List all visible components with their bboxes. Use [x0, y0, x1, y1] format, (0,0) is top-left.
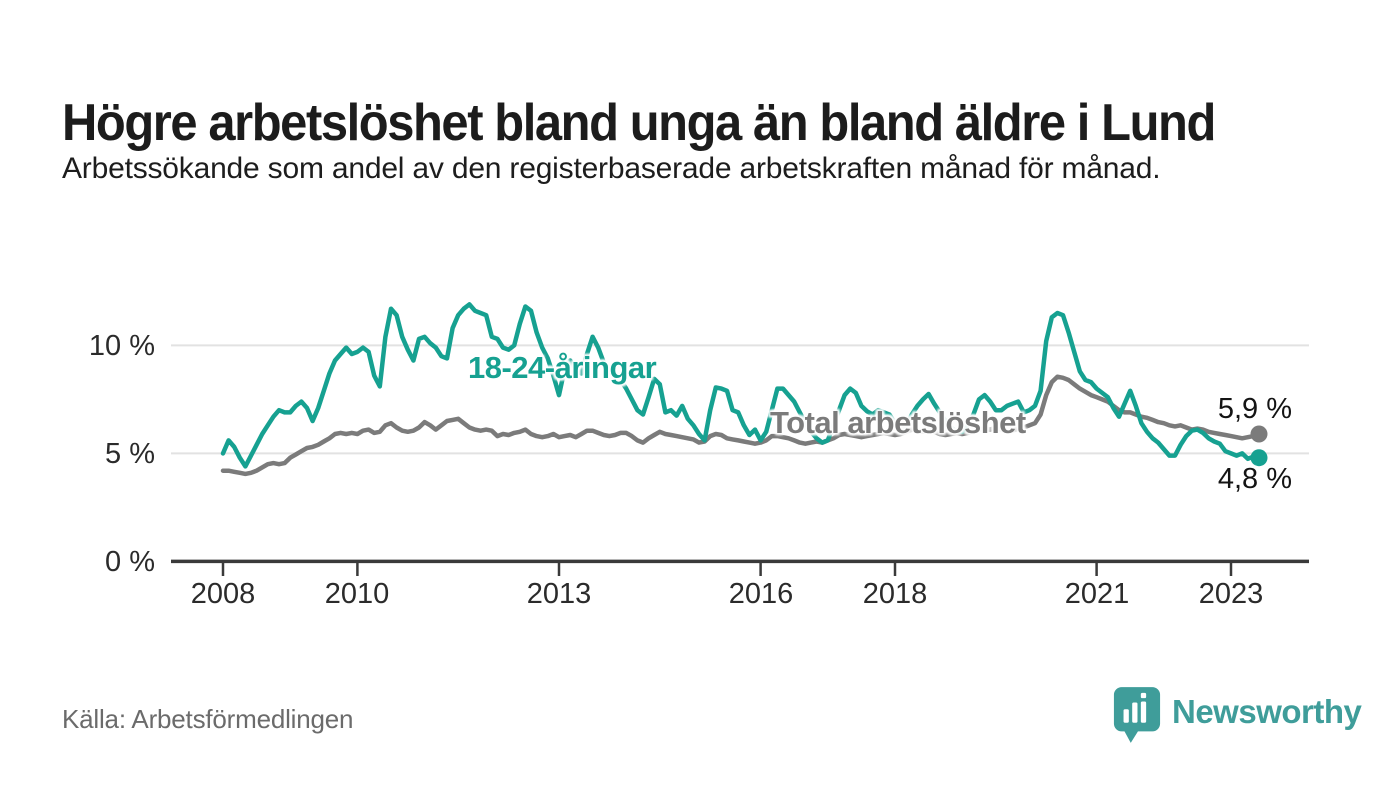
- x-tick-label-2008: 2008: [190, 578, 256, 610]
- total-unemployment-line: [220, 374, 1262, 477]
- y-tick-label-10: 10 %: [88, 330, 155, 362]
- youth-series-label: 18-24-åringar: [468, 350, 657, 385]
- total-series-label: Total arbetslöshet: [770, 405, 1026, 440]
- total-end-dot: [1250, 425, 1268, 443]
- x-tick-label-2023: 2023: [1198, 578, 1264, 610]
- y-tick-label-5: 5 %: [105, 438, 155, 470]
- x-tick-label-2013: 2013: [526, 578, 592, 610]
- youth-end-dot: [1250, 449, 1268, 467]
- total-end-value-label: 5,9 %: [1217, 393, 1292, 425]
- x-tick-label-2016: 2016: [728, 578, 794, 610]
- youth-end-value-label: 4,8 %: [1217, 463, 1292, 495]
- source-text: Källa: Arbetsförmedlingen: [62, 704, 354, 734]
- x-axis-ticks: [221, 562, 1233, 576]
- brand-name: Newsworthy: [1172, 693, 1362, 730]
- y-tick-label-0: 0 %: [105, 546, 155, 578]
- x-tick-label-2010: 2010: [324, 578, 390, 610]
- youth-unemployment-line: [220, 302, 1262, 469]
- x-tick-label-2021: 2021: [1064, 578, 1130, 610]
- page-subtitle: Arbetssökande som andel av den registerb…: [62, 152, 1161, 185]
- newsworthy-logo: Newsworthy: [1112, 685, 1362, 745]
- x-tick-label-2018: 2018: [862, 578, 928, 610]
- page-title: Högre arbetslöshet bland unga än bland ä…: [62, 93, 1216, 152]
- newsworthy-pin-icon: [1113, 687, 1161, 743]
